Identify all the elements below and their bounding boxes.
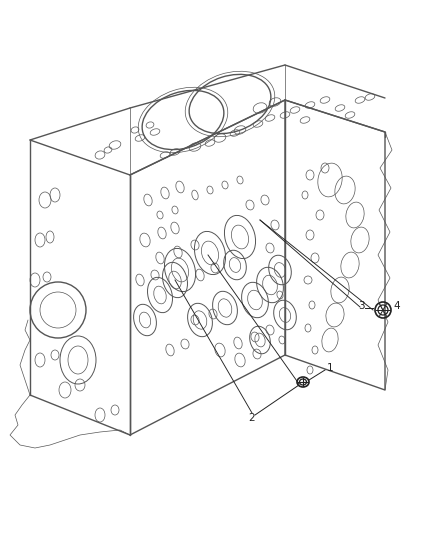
Text: 4: 4 bbox=[392, 301, 399, 311]
Text: 1: 1 bbox=[326, 363, 333, 373]
Text: 3: 3 bbox=[357, 301, 364, 311]
Text: 2: 2 bbox=[247, 413, 254, 423]
